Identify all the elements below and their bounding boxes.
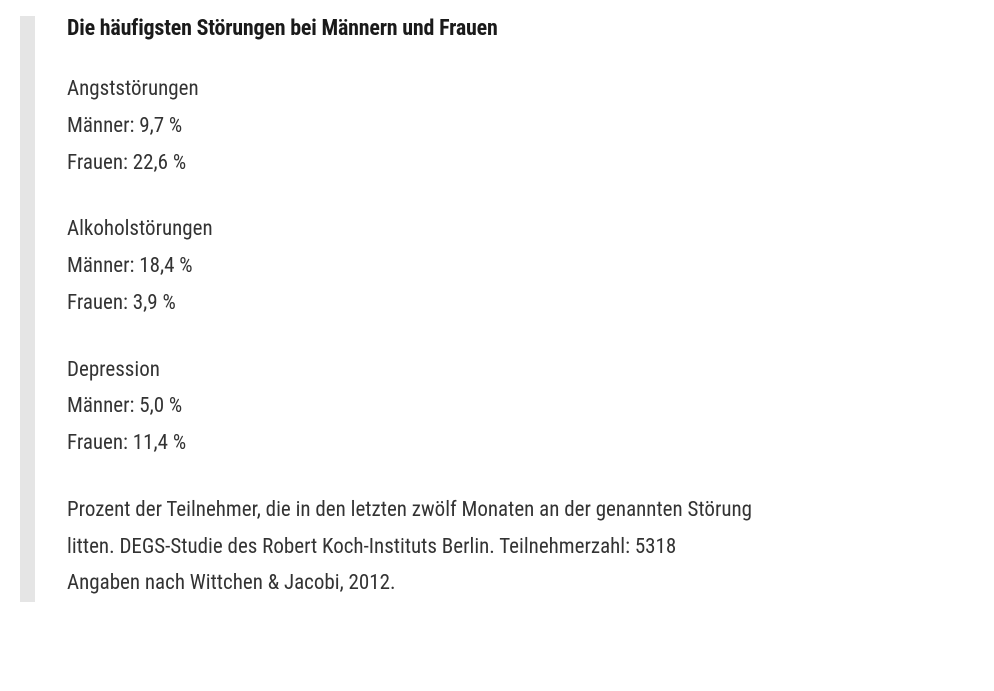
men-value: Männer: 18,4 % bbox=[67, 248, 954, 285]
heading: Die häufigsten Störungen bei Männern und… bbox=[67, 16, 954, 41]
footnote-line: litten. DEGS-Studie des Robert Koch-Inst… bbox=[67, 529, 954, 566]
disorder-group: Angststörungen Männer: 9,7 % Frauen: 22,… bbox=[67, 71, 954, 181]
women-value: Frauen: 3,9 % bbox=[67, 285, 954, 322]
women-value: Frauen: 22,6 % bbox=[67, 145, 954, 182]
disorder-name: Alkoholstörungen bbox=[67, 211, 954, 248]
men-value: Männer: 9,7 % bbox=[67, 108, 954, 145]
disorder-group: Alkoholstörungen Männer: 18,4 % Frauen: … bbox=[67, 211, 954, 321]
footnote-line: Prozent der Teilnehmer, die in den letzt… bbox=[67, 492, 954, 529]
quote-bar bbox=[20, 16, 35, 602]
disorder-name: Depression bbox=[67, 352, 954, 389]
content-column: Die häufigsten Störungen bei Männern und… bbox=[67, 16, 994, 602]
disorder-name: Angststörungen bbox=[67, 71, 954, 108]
disorder-group: Depression Männer: 5,0 % Frauen: 11,4 % bbox=[67, 352, 954, 462]
men-value: Männer: 5,0 % bbox=[67, 388, 954, 425]
footnote: Prozent der Teilnehmer, die in den letzt… bbox=[67, 492, 954, 602]
blockquote-container: Die häufigsten Störungen bei Männern und… bbox=[0, 0, 994, 602]
women-value: Frauen: 11,4 % bbox=[67, 425, 954, 462]
footnote-line: Angaben nach Wittchen & Jacobi, 2012. bbox=[67, 565, 954, 602]
